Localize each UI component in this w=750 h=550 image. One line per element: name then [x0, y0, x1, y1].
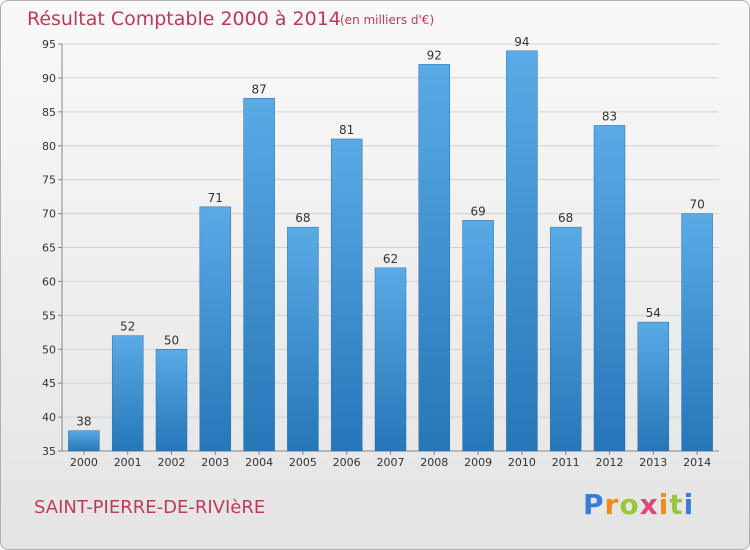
y-tick-label: 55: [42, 309, 56, 322]
x-tick-label: 2007: [377, 456, 405, 469]
data-labels: 38 52 50 71 87 68 81 62 92 69 94 68 83 54 70: [76, 35, 704, 429]
data-label-2009: 69: [470, 204, 485, 218]
data-label-2002: 50: [164, 333, 179, 347]
x-tick-label: 2010: [508, 456, 536, 469]
y-tick-label: 80: [42, 140, 56, 153]
data-label-2003: 71: [208, 191, 223, 205]
bar-2013: [637, 321, 670, 452]
x-tick-label: 2000: [70, 456, 98, 469]
chart-subtitle: (en milliers d'€): [340, 13, 435, 27]
bar-2001: [111, 335, 144, 452]
bar-2014: [681, 213, 713, 452]
data-label-2006: 81: [339, 123, 354, 137]
axes: 35 40 45 50 55 60 65 70 75 80 85 90 95 2000 2001 2002 20…: [42, 38, 719, 469]
y-tick-label: 40: [42, 411, 56, 424]
y-tick-label: 35: [42, 445, 56, 458]
proxiti-logo: Proxiti: [583, 488, 695, 521]
commune-name: SAINT-PIERRE-DE-RIVIèRE: [34, 497, 266, 518]
data-label-2005: 68: [295, 211, 310, 225]
bar-2006: [330, 138, 363, 452]
bar-2012: [593, 125, 626, 452]
y-tick-label: 75: [42, 174, 56, 187]
bar-2004: [243, 98, 275, 452]
bars: [68, 50, 713, 452]
y-tick-label: 45: [42, 377, 56, 390]
x-tick-label: 2012: [596, 456, 624, 469]
x-tick-label: 2009: [464, 456, 492, 469]
x-tick-label: 2011: [552, 456, 580, 469]
x-tick-label: 2014: [683, 456, 711, 469]
data-label-2008: 92: [427, 48, 442, 62]
bar-2008: [418, 64, 451, 452]
x-tick-label: 2013: [639, 456, 667, 469]
y-tick-label: 95: [42, 38, 56, 51]
data-label-2000: 38: [76, 415, 91, 429]
bar-2009: [462, 220, 494, 452]
y-tick-label: 60: [42, 275, 56, 288]
x-tick-label: 2008: [420, 456, 448, 469]
data-label-2014: 70: [689, 198, 704, 212]
data-label-2010: 94: [514, 35, 529, 49]
data-label-2011: 68: [558, 211, 573, 225]
y-tick-label: 70: [42, 208, 56, 221]
y-tick-label: 50: [42, 343, 56, 356]
data-label-2007: 62: [383, 252, 398, 266]
data-label-2013: 54: [646, 306, 661, 320]
x-tick-label: 2004: [245, 456, 273, 469]
y-tick-label: 85: [42, 106, 56, 119]
x-tick-label: 2002: [158, 456, 186, 469]
y-tick-label: 90: [42, 72, 56, 85]
bar-2007: [374, 267, 407, 452]
x-tick-label: 2003: [201, 456, 229, 469]
bar-2003: [199, 206, 232, 452]
x-tick-label: 2006: [333, 456, 361, 469]
bar-2000: [68, 430, 100, 452]
data-label-2012: 83: [602, 109, 617, 123]
data-label-2004: 87: [251, 82, 266, 96]
data-label-2001: 52: [120, 320, 135, 334]
bar-2011: [549, 226, 582, 452]
x-tick-label: 2005: [289, 456, 317, 469]
bar-2002: [155, 349, 188, 452]
bar-2005: [287, 226, 319, 452]
bar-2010: [506, 50, 538, 452]
y-tick-label: 65: [42, 242, 56, 255]
x-tick-label: 2001: [114, 456, 142, 469]
chart-title: Résultat Comptable 2000 à 2014: [27, 8, 341, 30]
